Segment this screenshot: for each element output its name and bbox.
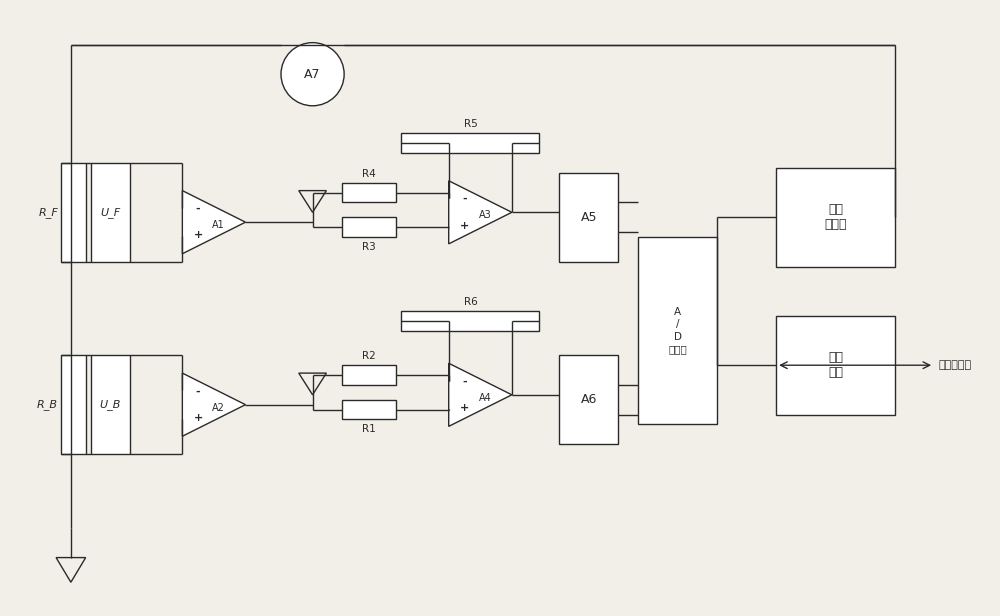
Bar	[342, 400, 396, 419]
Text: -: -	[196, 204, 200, 214]
Text: A6: A6	[581, 393, 597, 406]
Text: R5: R5	[464, 120, 477, 129]
Text: A
/
D
转换器: A / D 转换器	[668, 307, 687, 354]
Bar	[91, 163, 130, 262]
Text: A1: A1	[212, 220, 225, 230]
Text: R2: R2	[362, 351, 376, 361]
Text: U_B: U_B	[100, 399, 121, 410]
Text: 中央
器处理: 中央 器处理	[824, 203, 847, 231]
Text: A3: A3	[479, 210, 491, 221]
Bar	[61, 163, 86, 262]
Text: -: -	[462, 194, 467, 204]
Polygon shape	[182, 373, 245, 436]
Polygon shape	[182, 190, 245, 254]
Bar	[401, 311, 539, 331]
Text: R_B: R_B	[37, 399, 58, 410]
Bar	[559, 355, 618, 444]
Bar	[342, 365, 396, 385]
Bar	[61, 355, 86, 454]
Text: A2: A2	[212, 403, 225, 413]
Text: R3: R3	[362, 242, 376, 252]
Polygon shape	[449, 180, 512, 244]
Text: -: -	[462, 376, 467, 387]
Bar	[559, 173, 618, 262]
Circle shape	[281, 43, 344, 106]
Text: R4: R4	[362, 169, 376, 179]
Bar	[638, 237, 717, 424]
Text: -: -	[196, 386, 200, 397]
Text: +: +	[194, 413, 203, 423]
Text: R_F: R_F	[38, 207, 58, 218]
Text: 通讯
单元: 通讯 单元	[828, 351, 843, 379]
Text: U_F: U_F	[100, 207, 120, 218]
Text: A4: A4	[479, 393, 491, 403]
Text: A5: A5	[581, 211, 597, 224]
Text: A7: A7	[304, 68, 321, 81]
Bar	[91, 355, 130, 454]
Text: R1: R1	[362, 424, 376, 434]
Bar	[401, 134, 539, 153]
Bar	[342, 183, 396, 203]
Bar	[342, 217, 396, 237]
Polygon shape	[449, 363, 512, 426]
Text: R6: R6	[464, 297, 477, 307]
Text: +: +	[460, 403, 469, 413]
Text: +: +	[194, 230, 203, 240]
Text: 上位计算机: 上位计算机	[939, 360, 972, 370]
Bar	[776, 316, 895, 415]
Bar	[776, 168, 895, 267]
Text: +: +	[460, 221, 469, 230]
